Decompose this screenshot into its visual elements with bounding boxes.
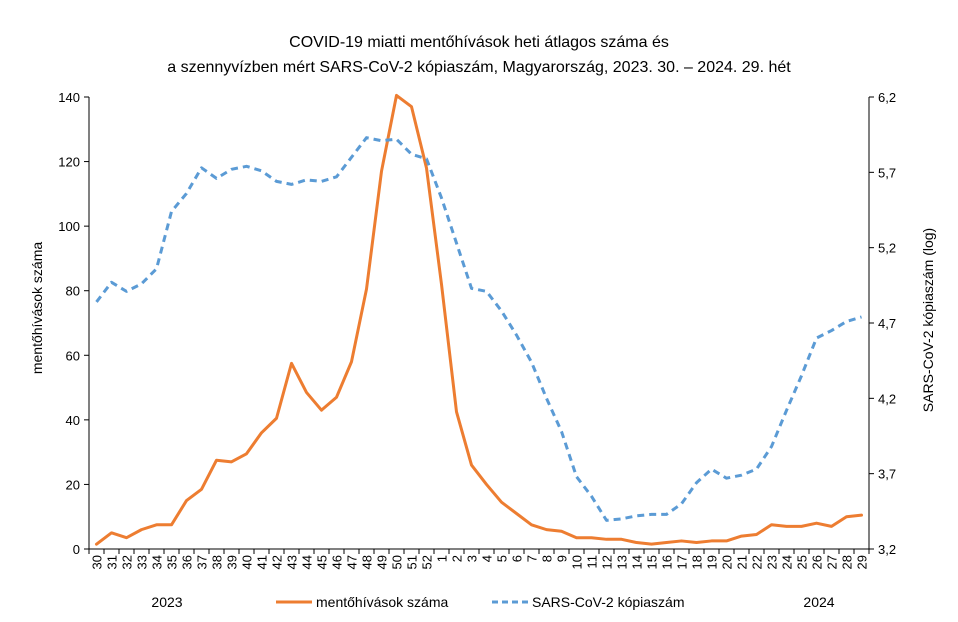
x-tick-label: 1 [435,555,450,562]
x-tick-label: 41 [255,555,270,569]
x-tick-label: 27 [825,555,840,569]
x-tick-label: 49 [375,555,390,569]
x-tick-label: 40 [240,555,255,569]
right-y-tick-label: 6,2 [878,90,896,105]
legend-label-sars-cov-2: SARS-CoV-2 kópiaszám [532,594,685,610]
x-tick-label: 36 [180,555,195,569]
chart-title-line1: COVID-19 miatti mentőhívások heti átlago… [289,34,669,51]
series-line-sars-cov-2 [95,136,862,522]
legend: mentőhívások száma SARS-CoV-2 kópiaszám [276,594,685,610]
chart-title-line2: a szennyvízben mért SARS-CoV-2 kópiaszám… [167,59,791,76]
right-y-tick-label: 4,7 [878,316,896,331]
x-tick-label: 11 [585,555,600,569]
x-ticks: 30 31 32 33 34 35 36 37 38 39 40 41 42 43 44 45 46 47 48 49… [88,549,870,569]
x-tick-label: 42 [270,555,285,569]
x-tick-label: 18 [690,555,705,569]
x-tick-label: 24 [780,555,795,569]
x-tick-label: 12 [600,555,615,569]
left-y-tick-label: 0 [73,542,80,557]
x-tick-label: 37 [195,555,210,569]
right-y-tick-label: 5,2 [878,241,896,256]
x-tick-label: 48 [360,555,375,569]
x-tick-label: 4 [480,555,495,562]
x-tick-label: 50 [390,555,405,569]
x-tick-label: 30 [90,555,105,569]
x-tick-label: 29 [855,555,870,569]
left-y-tick-label: 20 [66,477,80,492]
x-tick-label: 52 [420,555,435,569]
x-tick-label: 25 [795,555,810,569]
x-tick-label: 44 [300,555,315,569]
right-y-tick-label: 3,7 [878,467,896,482]
legend-label-ambulance-calls: mentőhívások száma [316,594,448,610]
x-tick-label: 23 [765,555,780,569]
x-tick-label: 19 [705,555,720,569]
x-tick-label: 47 [345,555,360,569]
right-y-axis-label: SARS-CoV-2 kópiaszám (log) [920,228,936,412]
x-tick-label: 16 [660,555,675,569]
x-tick-label: 38 [210,555,225,569]
x-tick-label: 7 [525,555,540,562]
x-tick-label: 20 [720,555,735,569]
x-tick-label: 28 [840,555,855,569]
x-tick-label: 9 [555,555,570,562]
x-tick-label: 14 [630,555,645,569]
right-y-tick-label: 3,2 [878,542,896,557]
left-y-tick-label: 120 [58,155,80,170]
x-tick-label: 35 [165,555,180,569]
x-tick-label: 15 [645,555,660,569]
right-y-tick-label: 5,7 [878,165,896,180]
x-tick-label: 3 [465,555,480,562]
x-tick-label: 10 [570,555,585,569]
x-tick-label: 46 [330,555,345,569]
left-y-tick-label: 80 [66,284,80,299]
x-tick-label: 33 [135,555,150,569]
x-tick-label: 26 [810,555,825,569]
left-y-ticks: 0 20 40 60 80 100 120 140 [58,90,89,557]
left-y-tick-label: 100 [58,219,80,234]
x-tick-label: 17 [675,555,690,569]
x-tick-label: 5 [495,555,510,562]
x-tick-label: 6 [510,555,525,562]
left-y-tick-label: 60 [66,348,80,363]
left-y-tick-label: 40 [66,413,80,428]
x-tick-label: 43 [285,555,300,569]
x-tick-label: 51 [405,555,420,569]
x-tick-label: 39 [225,555,240,569]
series-layer [95,93,863,546]
left-y-tick-label: 140 [58,90,80,105]
x-tick-label: 22 [750,555,765,569]
right-y-tick-label: 4,2 [878,391,896,406]
series-line-ambulance-calls [95,93,863,546]
right-y-ticks: 3,2 3,7 4,2 4,7 5,2 5,7 6,2 [869,90,896,557]
year-label-2024: 2024 [803,594,834,610]
x-tick-label: 13 [615,555,630,569]
x-tick-label: 32 [120,555,135,569]
x-tick-label: 31 [105,555,120,569]
x-tick-label: 2 [450,555,465,562]
year-label-2023: 2023 [151,594,182,610]
left-y-axis-label: mentőhívások száma [29,242,45,374]
x-tick-label: 8 [540,555,555,562]
x-tick-label: 21 [735,555,750,569]
x-tick-label: 45 [315,555,330,569]
x-tick-label: 34 [150,555,165,569]
